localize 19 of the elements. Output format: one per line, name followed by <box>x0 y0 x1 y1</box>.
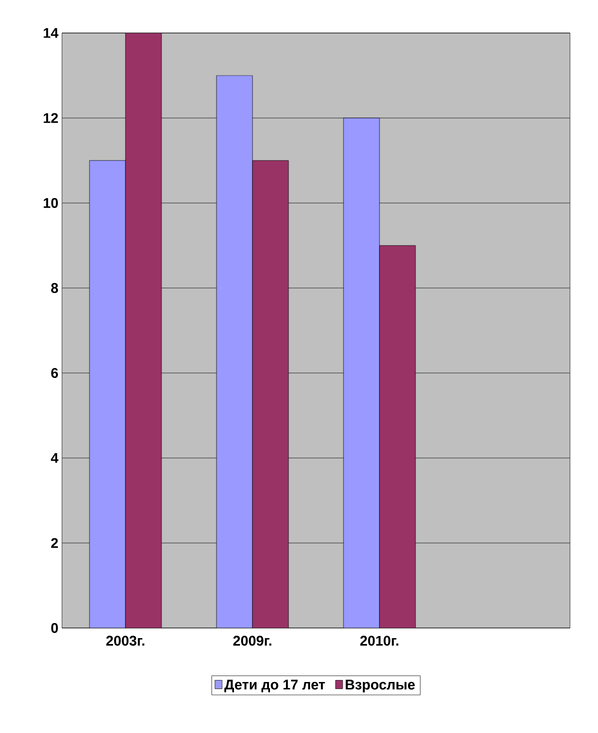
y-tick-label: 0 <box>51 623 58 633</box>
bar <box>216 75 253 628</box>
y-tick-label: 12 <box>44 113 58 123</box>
bar <box>125 32 162 628</box>
y-tick-label: 14 <box>44 28 58 38</box>
y-tick-label: 2 <box>51 538 58 548</box>
y-tick-label: 8 <box>51 283 58 293</box>
legend-label: Дети до 17 лет <box>224 680 325 692</box>
y-tick-label: 4 <box>50 453 58 463</box>
bar <box>379 245 416 628</box>
y-tick-label: 10 <box>44 198 58 208</box>
bar <box>343 118 380 628</box>
x-tick-label: 2003г. <box>106 636 144 646</box>
y-tick-label: 6 <box>51 368 58 378</box>
x-tick-label: 2010г. <box>360 636 398 646</box>
bar <box>252 160 289 628</box>
legend-label: Взрослые <box>346 680 415 692</box>
bar <box>89 160 126 628</box>
x-tick-label: 2009г. <box>233 636 272 646</box>
